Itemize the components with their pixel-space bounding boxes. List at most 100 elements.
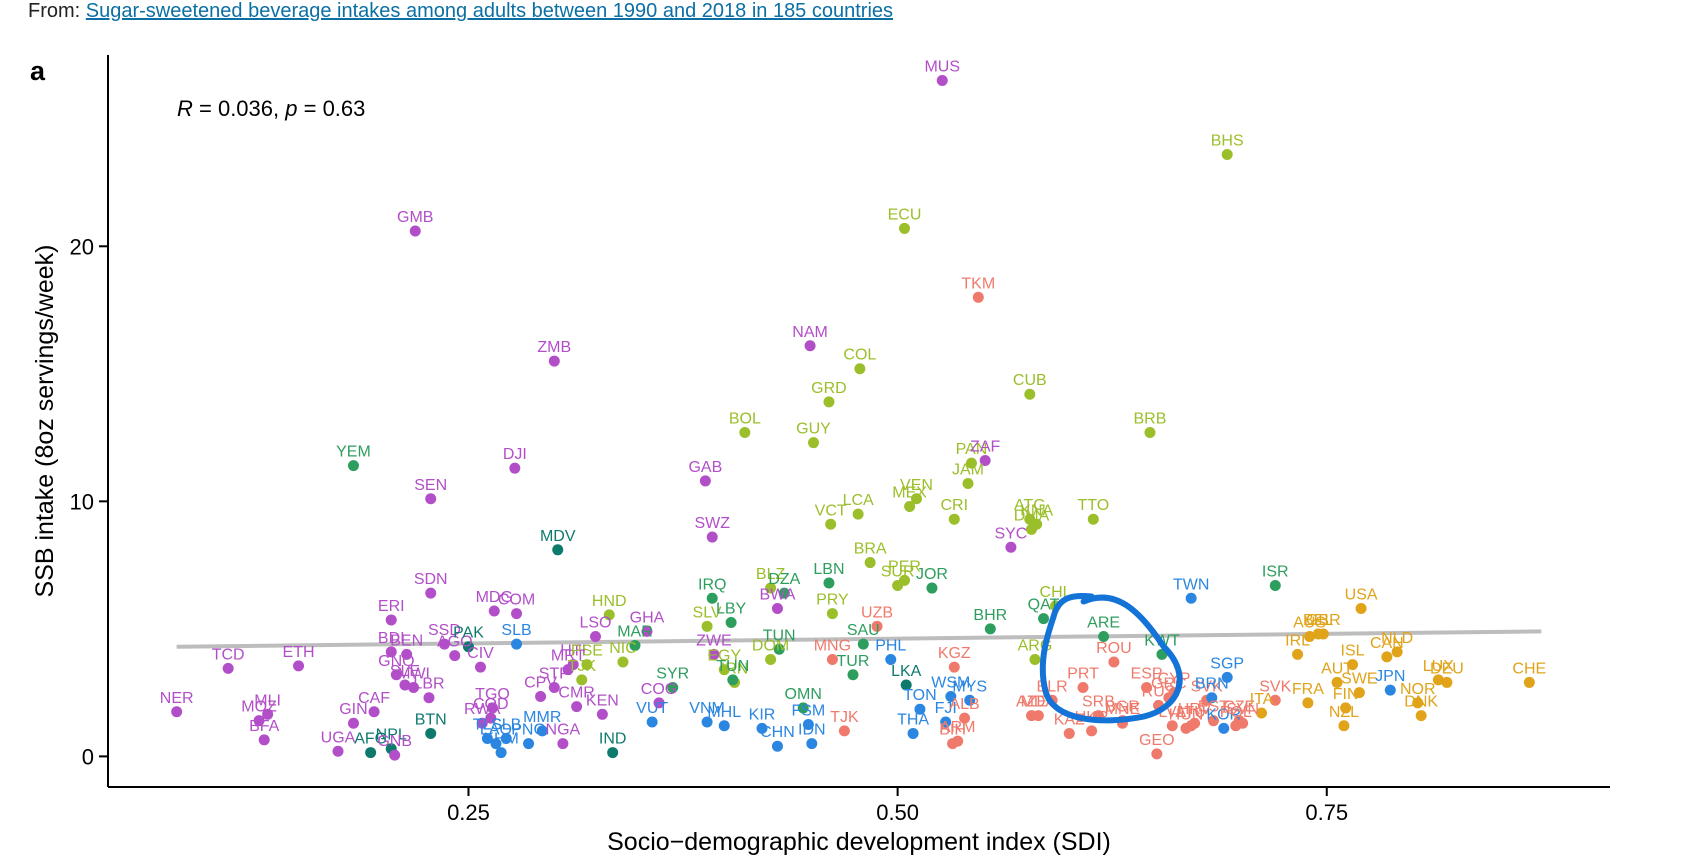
point-jam (962, 477, 974, 489)
point-ecu (898, 222, 910, 234)
point-tur (847, 669, 859, 681)
point-label-swz: SWZ (694, 515, 730, 532)
point-twn (1185, 592, 1197, 604)
point-hti (567, 659, 579, 671)
point-label-nam: NAM (792, 324, 828, 341)
point-label-lao: LAO (480, 722, 512, 739)
x-axis-title: Socio−demographic development index (SDI… (607, 828, 1111, 856)
point-label-aut: AUT (1321, 660, 1353, 677)
point-ton (914, 703, 926, 715)
point-cog (653, 697, 665, 709)
point-btn (425, 727, 437, 739)
point-zwe (708, 648, 720, 660)
point-label-brb: BRB (1134, 410, 1167, 427)
point-bra (864, 557, 876, 569)
article-link[interactable]: Sugar-sweetened beverage intakes among a… (85, 0, 894, 22)
point-mng (826, 653, 838, 665)
point-label-swe: SWE (1341, 671, 1377, 688)
point-label-mdg: MDG (476, 589, 513, 606)
point-vnm (701, 716, 713, 728)
point-label-sur: SUR (881, 564, 915, 581)
point-ssd (438, 638, 450, 650)
point-jor (926, 582, 938, 594)
point-label-nic: NIC (609, 640, 637, 657)
point-brn (1206, 692, 1218, 704)
point-mar (629, 639, 641, 651)
point-hrv (1189, 717, 1201, 729)
point-label-com: COM (498, 592, 535, 609)
point-dza (778, 587, 790, 599)
point-label-atg: ATG (1014, 497, 1046, 514)
x-tick-label: 0.50 (876, 800, 919, 825)
point-label-eth: ETH (283, 644, 315, 661)
point-rou (1108, 656, 1120, 668)
point-label-ken: KEN (586, 692, 619, 709)
point-nor (1412, 697, 1424, 709)
point-label-dnk: DNK (1404, 694, 1438, 711)
point-label-uzb: UZB (861, 604, 893, 621)
point-label-pan: PAN (956, 441, 988, 458)
point-label-gmb: GMB (397, 209, 433, 226)
point-jpn (1384, 684, 1396, 696)
point-label-bgr: BGR (1105, 699, 1140, 716)
point-label-nor: NOR (1400, 681, 1436, 698)
point-mus (936, 75, 948, 87)
point-label-deu: DEU (1430, 660, 1464, 677)
point-col (854, 363, 866, 375)
point-caf (368, 706, 380, 718)
point-label-lbn: LBN (813, 561, 844, 578)
point-label-jpn: JPN (1375, 668, 1405, 685)
point-mdg (488, 605, 500, 617)
point-lva (1166, 720, 1178, 732)
point-slb (500, 733, 512, 745)
point-tjk (576, 674, 588, 686)
point-label-mne: MNE (1105, 701, 1141, 718)
point-tls (481, 733, 493, 745)
point-label-mar: MAR (617, 623, 653, 640)
point-label-cog: COG (641, 681, 677, 698)
point-label-jor: JOR (916, 566, 948, 583)
point-moz (253, 715, 265, 727)
point-sgp (1221, 671, 1233, 683)
point-bhr (984, 623, 996, 635)
point-label-gha: GHA (630, 609, 665, 626)
point-bfa (258, 734, 270, 746)
point-label-nzl: NZL (1329, 704, 1359, 721)
point-label-hnd: HND (592, 593, 627, 610)
point-svn (1237, 717, 1249, 729)
point-label-bfa: BFA (249, 718, 280, 735)
x-tick-label: 0.75 (1305, 800, 1348, 825)
point-lby (725, 616, 737, 628)
point-label-esp: ESP (1131, 666, 1163, 683)
y-tick-label: 10 (70, 489, 94, 514)
point-label-tur: TUR (837, 653, 870, 670)
point-ken (596, 708, 608, 720)
point-label-jam: JAM (952, 461, 984, 478)
point-label-nld: NLD (1381, 630, 1413, 647)
point-label-dji: DJI (503, 446, 527, 463)
point-label-phl: PHL (875, 637, 906, 654)
point-gab (699, 475, 711, 487)
point-label-pol: POL (1220, 704, 1252, 721)
point-label-ind: IND (599, 731, 627, 748)
point-label-slb: SLB (501, 622, 531, 639)
point-label-wsm: WSM (931, 674, 970, 691)
point-label-aus: AUS (1293, 615, 1326, 632)
point-tjk (838, 725, 850, 737)
point-label-ssd: SSD (428, 622, 461, 639)
point-ven (911, 493, 923, 505)
point-label-gab: GAB (688, 459, 722, 476)
point-label-egy: EGY (707, 648, 741, 665)
r-symbol: R (177, 96, 193, 121)
point-ben (401, 648, 413, 660)
point-sle (399, 679, 411, 691)
point-label-tjk: TJK (830, 709, 859, 726)
point-label-tjk: TJK (568, 658, 597, 675)
point-mys (964, 694, 976, 706)
point-label-civ: CIV (467, 645, 494, 662)
point-label-are: ARE (1087, 615, 1120, 632)
point-label-png: PNG (511, 722, 546, 739)
point-grd (823, 396, 835, 408)
point-blz (765, 582, 777, 594)
point-tun (727, 674, 739, 686)
